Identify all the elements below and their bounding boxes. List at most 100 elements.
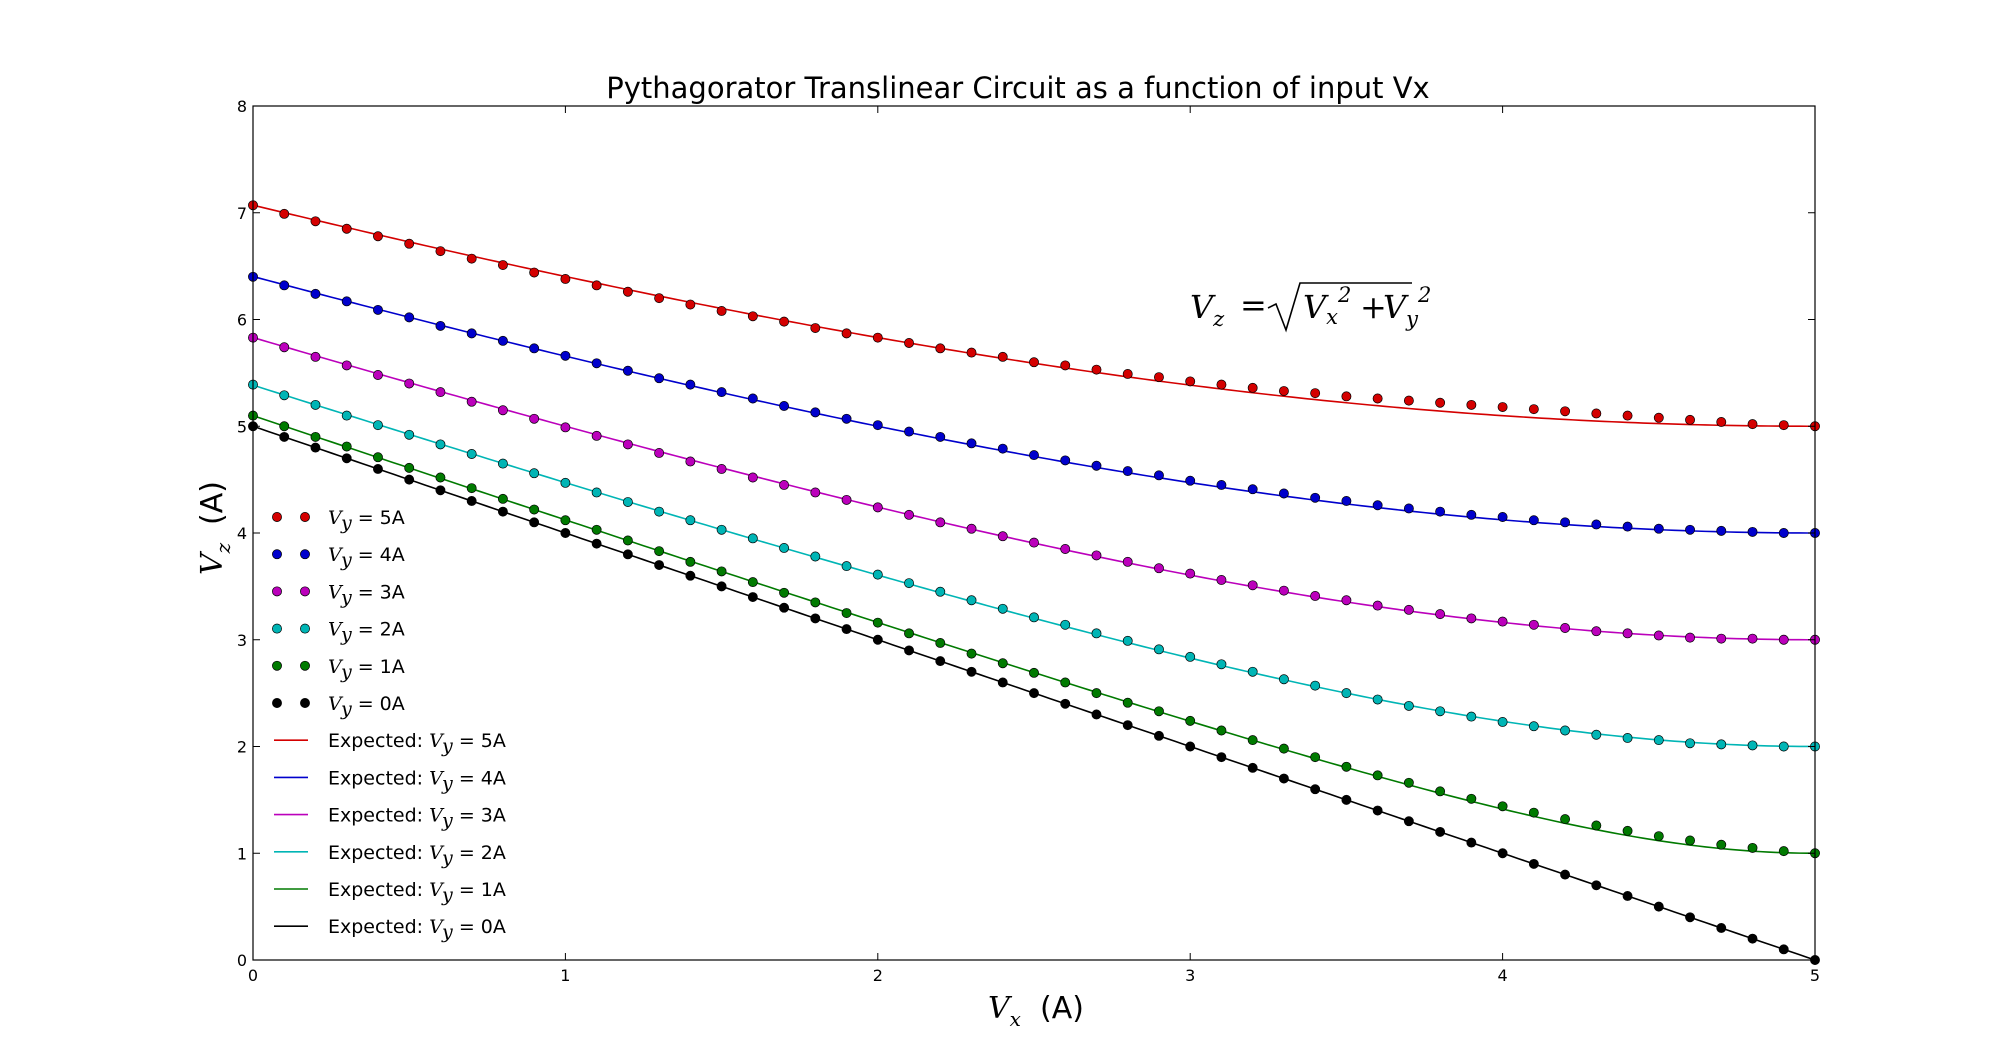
formula-annotation: Vz = Vx2 + Vy2 — [1190, 282, 1431, 333]
data-point — [497, 458, 508, 469]
data-point — [404, 462, 415, 473]
data-point — [841, 413, 852, 424]
data-point — [1060, 619, 1071, 630]
data-point — [935, 517, 946, 528]
data-point — [373, 420, 383, 431]
data-point — [1278, 386, 1289, 396]
data-point — [935, 431, 946, 442]
data-point — [1403, 777, 1414, 788]
data-point — [279, 342, 290, 353]
data-point — [1247, 484, 1258, 495]
data-point — [997, 531, 1008, 542]
data-point — [310, 399, 321, 410]
data-point — [1778, 420, 1789, 431]
data-point — [1029, 667, 1039, 678]
data-point — [654, 506, 665, 517]
legend-marker — [272, 512, 282, 522]
data-point — [1216, 480, 1227, 490]
data-point — [466, 328, 477, 339]
data-point — [497, 335, 508, 346]
data-point — [810, 487, 821, 498]
data-point — [685, 456, 696, 467]
y-tick-label: 6 — [237, 311, 247, 330]
data-point — [529, 343, 540, 354]
data-point — [935, 656, 946, 667]
y-tick-label: 0 — [237, 951, 247, 970]
data-point — [1435, 786, 1446, 797]
data-point — [1716, 525, 1727, 536]
svg-text:Vz: Vz — [1190, 288, 1225, 331]
data-point — [1685, 738, 1695, 749]
data-point — [810, 323, 821, 333]
data-point — [716, 524, 727, 535]
data-point — [1778, 634, 1789, 645]
data-point — [716, 581, 727, 592]
svg-text:Vx2: Vx2 — [1303, 283, 1351, 329]
x-tick-label: 0 — [248, 966, 258, 985]
data-point — [1403, 395, 1414, 406]
data-point — [997, 677, 1008, 688]
data-point — [1341, 391, 1352, 402]
data-point — [622, 549, 633, 560]
data-point — [935, 343, 946, 354]
data-point — [279, 431, 290, 442]
data-point — [1685, 835, 1695, 846]
x-tick-label: 4 — [1498, 966, 1508, 985]
data-point — [1591, 519, 1602, 530]
data-point — [1341, 595, 1352, 606]
data-point — [1372, 694, 1383, 705]
data-point — [841, 561, 852, 572]
data-point — [1560, 623, 1571, 633]
legend-label: Vy = 0A — [328, 693, 405, 720]
expected-line — [252, 204, 1816, 428]
data-point — [435, 485, 446, 496]
data-point — [279, 390, 290, 401]
data-point — [872, 617, 883, 628]
data-point — [1060, 455, 1071, 466]
data-point — [1372, 600, 1383, 611]
data-point — [1029, 688, 1039, 699]
data-point — [1154, 730, 1164, 741]
x-tick-label: 5 — [1810, 966, 1820, 985]
data-point — [466, 253, 477, 264]
data-point — [841, 608, 852, 619]
data-point — [1716, 923, 1727, 933]
data-point — [872, 502, 883, 513]
data-point — [1185, 475, 1196, 486]
data-point — [1528, 619, 1539, 630]
data-point — [685, 299, 696, 310]
data-point — [1091, 628, 1102, 639]
legend: Vy = 5A Vy = 4A Vy = 3A Vy = 2A Vy = 1A Vy = … — [272, 507, 506, 943]
data-point — [529, 517, 540, 528]
data-point — [685, 379, 696, 390]
data-point — [872, 569, 883, 580]
data-point — [341, 410, 352, 421]
legend-marker — [272, 549, 282, 560]
data-point — [1060, 544, 1071, 554]
data-point — [529, 267, 540, 278]
data-point — [1154, 372, 1164, 383]
data-point — [1778, 528, 1789, 538]
data-point — [1310, 680, 1321, 691]
data-point — [1091, 460, 1102, 471]
data-point — [560, 273, 571, 284]
data-point — [310, 216, 321, 227]
data-point — [904, 578, 914, 589]
x-tick-label: 3 — [1185, 966, 1195, 985]
data-point — [1278, 773, 1289, 784]
y-tick-label: 8 — [237, 97, 247, 116]
data-point — [560, 528, 571, 538]
data-point — [747, 577, 758, 588]
data-point — [747, 472, 758, 483]
y-tick-label: 4 — [237, 524, 247, 543]
data-point — [966, 438, 977, 449]
data-point — [779, 316, 790, 327]
data-point — [1216, 725, 1227, 736]
data-point — [1341, 688, 1352, 699]
data-point — [716, 566, 727, 577]
data-point — [1060, 698, 1071, 709]
data-point — [1591, 880, 1602, 891]
data-point — [1154, 644, 1164, 655]
data-point — [529, 413, 540, 424]
data-point — [1154, 563, 1164, 574]
